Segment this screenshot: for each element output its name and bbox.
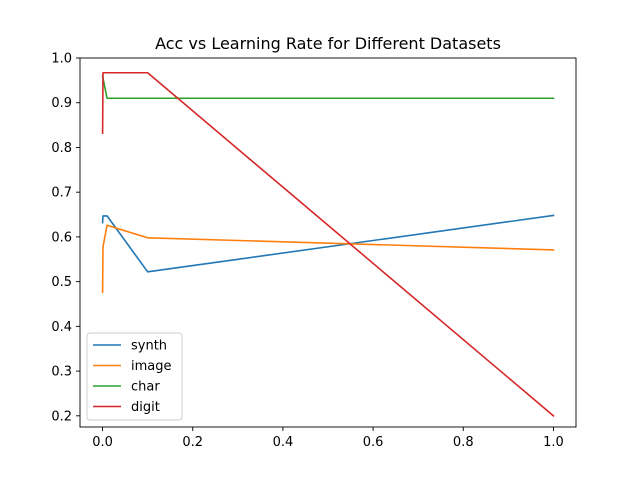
x-tick-label: 0.4 bbox=[273, 435, 294, 450]
legend-label-image: image bbox=[131, 359, 172, 374]
y-tick-label: 0.5 bbox=[51, 275, 72, 290]
y-tick-label: 0.4 bbox=[51, 320, 72, 335]
y-tick-label: 0.8 bbox=[51, 141, 72, 156]
legend-label-digit: digit bbox=[131, 400, 160, 415]
axes: 0.0 0.2 0.4 0.6 0.8 1.0 0.2 0.3 0.4 0.5 0.6 0.7 0.8 0… bbox=[51, 52, 577, 450]
y-tick-label: 1.0 bbox=[51, 52, 72, 67]
series-line-digit bbox=[101, 71, 555, 417]
y-tick-label: 0.9 bbox=[51, 96, 72, 111]
series-line-image bbox=[101, 224, 555, 294]
legend-label-char: char bbox=[131, 380, 160, 395]
y-tick-label: 0.6 bbox=[51, 230, 72, 245]
x-tick-label: 0.6 bbox=[363, 435, 384, 450]
y-tick-label: 0.2 bbox=[51, 409, 72, 424]
chart-title: Acc vs Learning Rate for Different Datas… bbox=[155, 34, 501, 53]
x-tick-label: 0.8 bbox=[453, 435, 474, 450]
x-tick-label: 1.0 bbox=[543, 435, 564, 450]
y-tick-label: 0.3 bbox=[51, 365, 72, 380]
legend: synth image char digit bbox=[86, 332, 183, 421]
x-tick-label: 0.0 bbox=[92, 435, 113, 450]
series-line-synth bbox=[101, 214, 555, 273]
legend-label-synth: synth bbox=[131, 339, 167, 354]
legend-box bbox=[86, 332, 183, 421]
x-tick-label: 0.2 bbox=[182, 435, 203, 450]
y-tick-label: 0.7 bbox=[51, 186, 72, 201]
axes-frame bbox=[79, 57, 577, 428]
plot-area bbox=[101, 71, 555, 417]
